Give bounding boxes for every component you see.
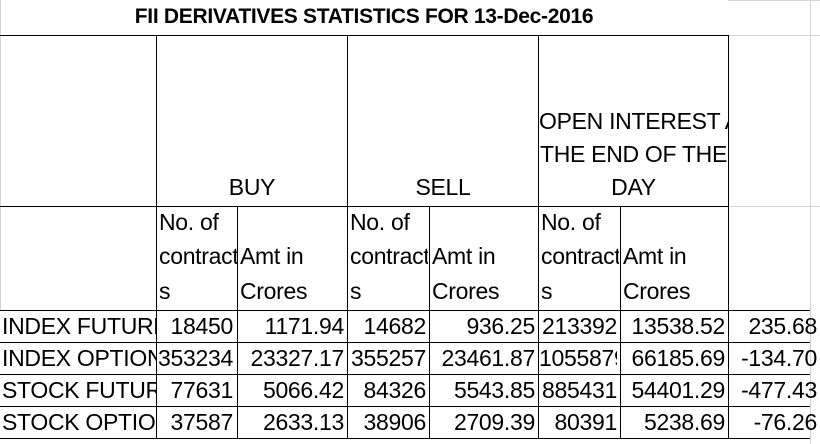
buy-amt-header-1: Amt in [240, 243, 304, 269]
sell-contracts-cell: 84326 [363, 377, 426, 403]
oi-amt-header-1: Amt in [623, 243, 687, 269]
buy-contracts-header-3: s [159, 278, 171, 304]
oi-amt-header-2: Crores [623, 278, 691, 304]
buy-contracts-cell: 37587 [170, 409, 233, 435]
oi-amt-cell: 13538.52 [631, 313, 725, 339]
oi-header-line3: DAY [611, 174, 656, 200]
oi-contracts-header-3: s [541, 278, 553, 304]
buy-header: BUY [228, 174, 276, 200]
oi-contracts-header-2: contract [541, 243, 619, 269]
net-cell: -76.26 [753, 409, 817, 435]
oi-amt-cell: 5238.69 [643, 409, 725, 435]
oi-contracts-cell: 885431 [542, 377, 617, 403]
buy-amt-cell: 1171.94 [264, 313, 344, 339]
buy-contracts-cell: 18450 [170, 313, 233, 339]
row-label: INDEX FUTURES [2, 313, 156, 339]
sell-amt-cell: 2709.39 [453, 409, 535, 435]
net-cell: -134.70 [741, 345, 817, 371]
buy-amt-cell: 5066.42 [262, 377, 344, 403]
net-cell: -477.43 [741, 377, 817, 403]
sell-contracts-cell: 355257 [351, 345, 426, 371]
net-cell: 235.68 [748, 313, 817, 339]
page-title: FII DERIVATIVES STATISTICS FOR 13-Dec-20… [134, 5, 594, 28]
oi-header-line1: OPEN INTEREST AT [539, 108, 728, 134]
sell-contracts-header-3: s [350, 278, 362, 304]
oi-contracts-header-1: No. of [541, 209, 601, 235]
buy-amt-cell: 2633.13 [262, 409, 344, 435]
buy-amt-cell: 23327.17 [250, 345, 344, 371]
sell-amt-header-2: Crores [432, 278, 500, 304]
row-label: STOCK OPTIONS [2, 409, 156, 435]
oi-contracts-cell: 213392 [542, 313, 617, 339]
sell-header: SELL [415, 174, 471, 200]
oi-amt-cell: 54401.29 [631, 377, 725, 403]
sell-amt-cell: 5543.85 [453, 377, 535, 403]
row-label: STOCK FUTURES [2, 377, 156, 403]
sell-amt-cell: 23461.87 [441, 345, 535, 371]
sell-contracts-cell: 14682 [363, 313, 426, 339]
buy-amt-header-2: Crores [240, 278, 308, 304]
buy-contracts-cell: 77631 [170, 377, 233, 403]
buy-contracts-cell: 353234 [158, 345, 233, 371]
sell-contracts-header-2: contract [350, 243, 428, 269]
row-label: INDEX OPTIONS [2, 345, 156, 371]
oi-amt-cell: 66185.69 [631, 345, 725, 371]
buy-contracts-header-2: contract [159, 243, 237, 269]
oi-header-line2: THE END OF THE [539, 141, 728, 167]
buy-contracts-header-1: No. of [159, 209, 219, 235]
oi-contracts-cell: 1055879 [539, 345, 617, 371]
sell-amt-header-1: Amt in [432, 243, 496, 269]
sell-amt-cell: 936.25 [466, 313, 535, 339]
sell-contracts-header-1: No. of [350, 209, 410, 235]
sell-contracts-cell: 38906 [363, 409, 426, 435]
oi-contracts-cell: 80391 [554, 409, 617, 435]
